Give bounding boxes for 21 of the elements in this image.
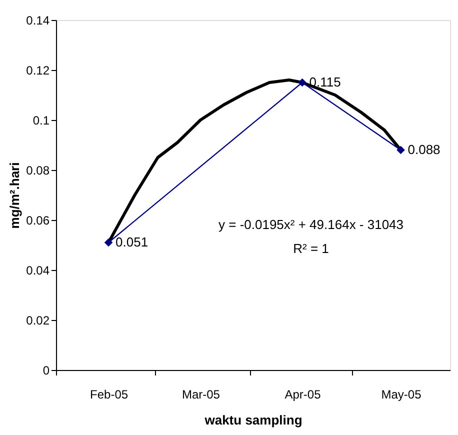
- x-tick-label: Apr-05: [284, 388, 322, 402]
- y-tick-label: 0.14: [26, 14, 50, 28]
- y-axis-title: mg/m².hari: [7, 162, 22, 229]
- x-axis-title: waktu sampling: [204, 412, 302, 428]
- y-tick-label: 0.06: [26, 214, 50, 228]
- data-label: 0.088: [408, 142, 440, 157]
- y-tick-label: 0.02: [26, 314, 50, 328]
- y-tick-label: 0.08: [26, 164, 50, 178]
- x-tick-label: Feb-05: [90, 388, 128, 402]
- point: [104, 238, 113, 247]
- y-tick-label: 0: [42, 364, 50, 378]
- x-tick-label: May-05: [381, 388, 422, 402]
- point: [396, 146, 405, 154]
- data-label: 0.051: [116, 234, 148, 250]
- y-tick-label: 0.1: [32, 114, 50, 128]
- annotation: R² = 1: [293, 241, 329, 256]
- point: [298, 78, 306, 87]
- annotation: y = -0.0195x² + 49.164x - 31043: [218, 217, 404, 232]
- x-tick-label: Mar-05: [182, 388, 220, 402]
- y-tick-label: 0.12: [26, 64, 50, 78]
- y-tick-label: 0.04: [26, 264, 50, 278]
